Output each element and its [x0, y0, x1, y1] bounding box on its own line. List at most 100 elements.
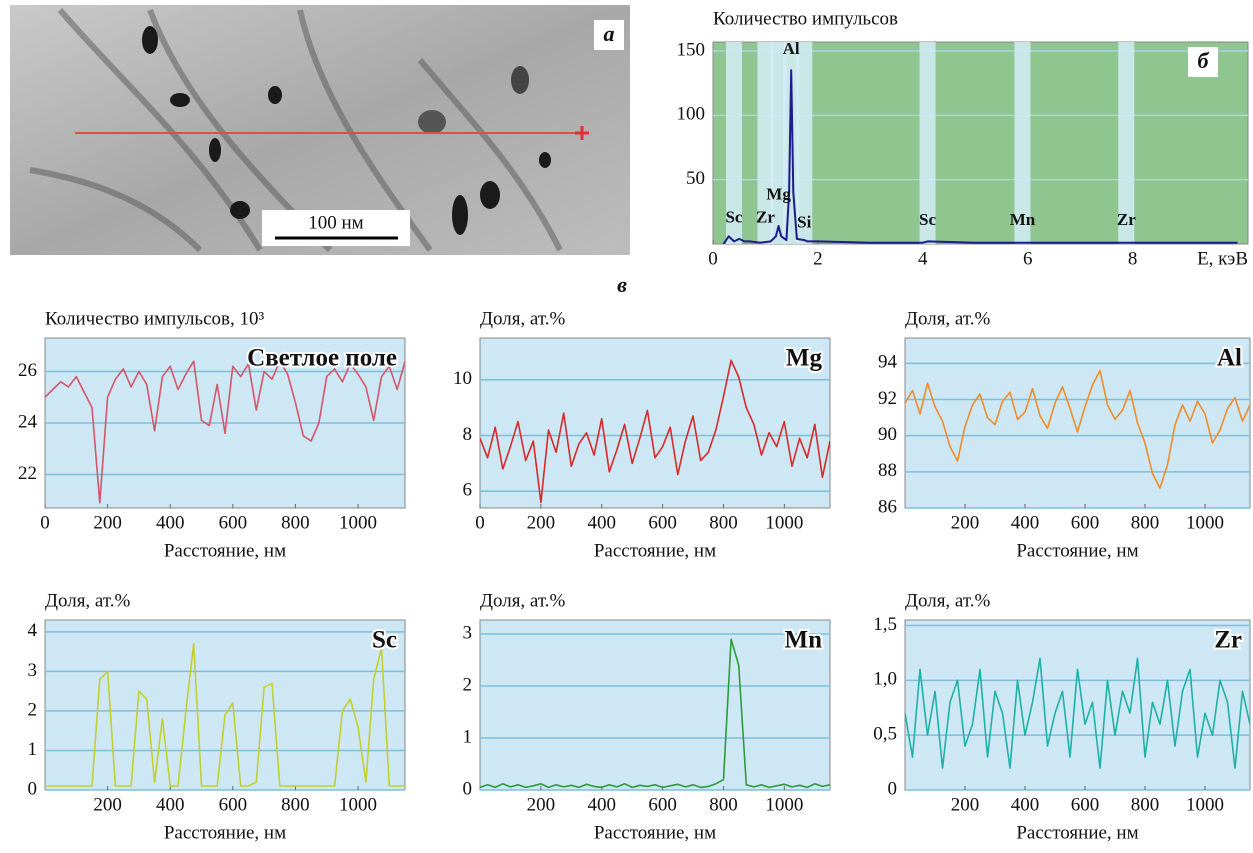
x-axis-label: Расстояние, нм: [594, 540, 716, 561]
x-tick-label: 200: [951, 794, 980, 815]
y-axis-label: Доля, ат.%: [905, 590, 990, 611]
x-tick-label: 800: [1131, 794, 1160, 815]
chart: 0 1 2 3 200 400 600 800 1000 Mn Доля, ат.% Расстоян…: [463, 590, 831, 843]
y-tick-label: 2: [463, 674, 473, 695]
data-line: [45, 642, 405, 787]
scale-bar-label: 100 нм: [308, 212, 363, 233]
x-tick-label: 200: [93, 512, 122, 533]
x-tick-label: 6: [1023, 248, 1033, 269]
y-tick-label: 0: [28, 778, 38, 799]
plot-area: [904, 337, 1251, 509]
data-line: [905, 657, 1250, 769]
y-tick-label: 150: [677, 39, 706, 60]
x-tick-label: 600: [648, 512, 677, 533]
y-tick-label: 94: [878, 352, 898, 373]
x-tick-label: 400: [1011, 794, 1040, 815]
tem-image: 100 нм а: [10, 5, 630, 255]
panel-label: б: [1198, 48, 1210, 73]
x-tick-label: 400: [156, 512, 185, 533]
x-axis-label: Расстояние, нм: [164, 540, 286, 561]
y-tick-label: 0: [463, 778, 473, 799]
y-tick-label: 90: [878, 424, 897, 445]
chart-title: Количество импульсов: [713, 8, 898, 29]
element-label: Zr: [756, 207, 775, 226]
series-label: Mg: [786, 345, 823, 372]
chart: 6 8 10 0 200 400 600 800 1000 Mg Доля, ат.% Расстоя…: [453, 308, 831, 561]
y-tick-label: 24: [18, 411, 38, 432]
x-tick-label: 1000: [765, 794, 803, 815]
y-tick-label: 26: [18, 360, 37, 381]
y-tick-label: 6: [463, 480, 473, 501]
panel-label-box: [594, 20, 624, 50]
x-tick-label: 600: [219, 794, 248, 815]
chart: 50 100 150 0 2 4 6 8 Sc Mg Zr Al Si Sc Mn Zr Количество …: [677, 8, 1249, 269]
particles: [142, 26, 551, 235]
element-band: [919, 42, 936, 244]
x-tick-label: 200: [951, 512, 980, 533]
x-tick-label: 400: [156, 794, 185, 815]
element-label: Mg: [766, 184, 791, 203]
plot-area: [904, 619, 1251, 791]
y-tick-label: 3: [28, 660, 38, 681]
x-tick-label: 200: [93, 794, 122, 815]
x-tick-label: 800: [281, 794, 310, 815]
x-tick-label: 2: [813, 248, 823, 269]
dislocations: [29, 8, 563, 253]
y-tick-label: 0,5: [873, 724, 897, 745]
x-tick-label: 600: [648, 794, 677, 815]
element-band: [1118, 42, 1135, 244]
y-axis-label: Количество импульсов, 10³: [45, 308, 264, 329]
chart: 0 0,5 1,0 1,5 200 400 600 800 1000 Zr Доля, ат.% Ра…: [873, 590, 1251, 843]
y-tick-label: 3: [463, 622, 473, 643]
series-label: Al: [1217, 345, 1242, 372]
y-tick-label: 4: [28, 620, 38, 641]
element-band: [796, 42, 813, 244]
data-line: [480, 638, 830, 789]
x-axis-label: Расстояние, нм: [164, 822, 286, 843]
section-label: в: [617, 272, 627, 297]
x-tick-label: 400: [587, 512, 616, 533]
element-band: [725, 42, 742, 244]
data-line: [480, 359, 830, 504]
series-label: Sc: [372, 627, 397, 654]
element-band: [757, 42, 774, 244]
chart: 86 88 90 92 94 200 400 600 800 1000 Al Доля, ат.% Ра…: [878, 308, 1251, 561]
y-axis-label: Доля, ат.%: [45, 590, 130, 611]
y-tick-label: 100: [677, 104, 706, 125]
element-label: Sc: [919, 210, 936, 229]
x-tick-label: 600: [1071, 512, 1100, 533]
x-tick-label: 400: [1011, 512, 1040, 533]
element-band: [783, 42, 800, 244]
scan-marker: [575, 126, 589, 140]
y-axis-label: Доля, ат.%: [905, 308, 990, 329]
x-tick-label: 4: [918, 248, 928, 269]
scale-bar-box: [262, 210, 410, 246]
plot-area: [44, 619, 406, 791]
element-label: Si: [797, 213, 811, 232]
y-tick-label: 2: [28, 699, 38, 720]
plot-area: [479, 337, 831, 509]
x-tick-label: 800: [709, 512, 738, 533]
series-label: Светлое поле: [247, 345, 397, 372]
x-axis-label: E, кэВ: [1197, 248, 1248, 269]
y-axis-label: Доля, ат.%: [480, 308, 565, 329]
x-tick-label: 800: [1131, 512, 1160, 533]
x-tick-label: 1000: [1186, 794, 1224, 815]
y-tick-label: 10: [453, 368, 472, 389]
x-tick-label: 8: [1128, 248, 1138, 269]
y-tick-label: 50: [686, 168, 705, 189]
element-band: [770, 42, 787, 244]
y-axis-label: Доля, ат.%: [480, 590, 565, 611]
data-line: [45, 360, 405, 504]
chart: 0 1 2 3 4 200 400 600 800 1000 Sc Доля, ат.% Расстоя…: [28, 590, 406, 843]
element-label: Zr: [1117, 210, 1136, 229]
x-tick-label: 200: [527, 512, 556, 533]
x-tick-label: 200: [527, 794, 556, 815]
x-tick-label: 1000: [339, 794, 377, 815]
x-tick-label: 1000: [765, 512, 803, 533]
x-tick-label: 1000: [339, 512, 377, 533]
y-tick-label: 22: [18, 463, 37, 484]
x-tick-label: 0: [475, 512, 485, 533]
x-tick-label: 1000: [1186, 512, 1224, 533]
